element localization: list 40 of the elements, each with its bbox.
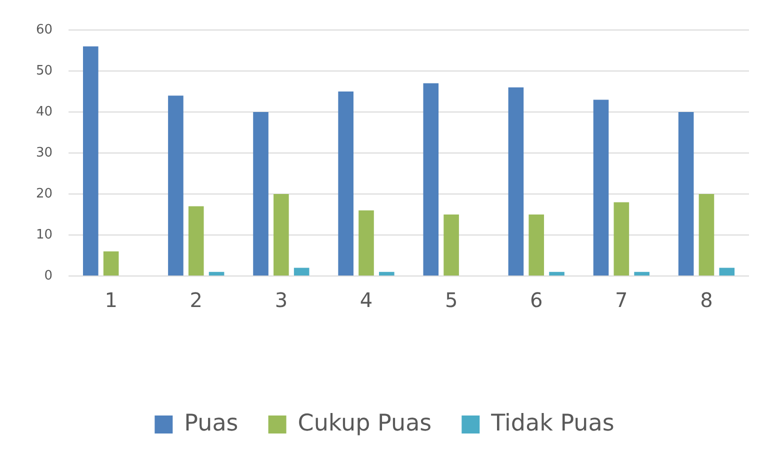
x-tick-label: 4 — [360, 288, 373, 312]
bar — [338, 92, 354, 276]
bar — [379, 272, 394, 276]
bar — [423, 83, 439, 276]
bar — [253, 112, 268, 276]
bar — [444, 214, 459, 276]
bar — [358, 210, 374, 276]
bar — [678, 112, 694, 276]
x-tick-label: 3 — [274, 288, 288, 312]
bar — [208, 272, 224, 276]
bar — [294, 268, 310, 276]
x-tick-label: 7 — [615, 288, 628, 312]
y-tick-label: 60 — [36, 22, 53, 38]
x-tick-label: 8 — [700, 288, 713, 312]
bar — [528, 214, 544, 276]
bar — [188, 206, 204, 276]
bar — [614, 202, 630, 276]
y-tick-label: 50 — [36, 63, 53, 78]
x-tick-label: 1 — [104, 288, 118, 312]
bar — [103, 251, 119, 276]
legend-label: Puas — [184, 410, 238, 436]
x-tick-label: 2 — [190, 288, 202, 312]
y-tick-label: 40 — [36, 104, 53, 120]
x-tick-label: 6 — [530, 288, 543, 312]
bar — [593, 100, 609, 276]
y-tick-label: 0 — [44, 268, 53, 284]
y-tick-label: 30 — [36, 145, 53, 160]
bar — [274, 194, 289, 276]
x-tick-label: 5 — [444, 288, 458, 312]
bar — [698, 194, 714, 276]
bar — [719, 268, 735, 276]
legend-label: Tidak Puas — [490, 410, 614, 436]
y-tick-label: 10 — [36, 227, 53, 242]
bar — [634, 272, 650, 276]
bar — [549, 272, 564, 276]
y-tick-label: 20 — [36, 186, 53, 202]
bar — [83, 46, 98, 276]
bar — [168, 96, 184, 276]
bar — [508, 87, 524, 276]
legend-label: Cukup Puas — [298, 410, 432, 436]
